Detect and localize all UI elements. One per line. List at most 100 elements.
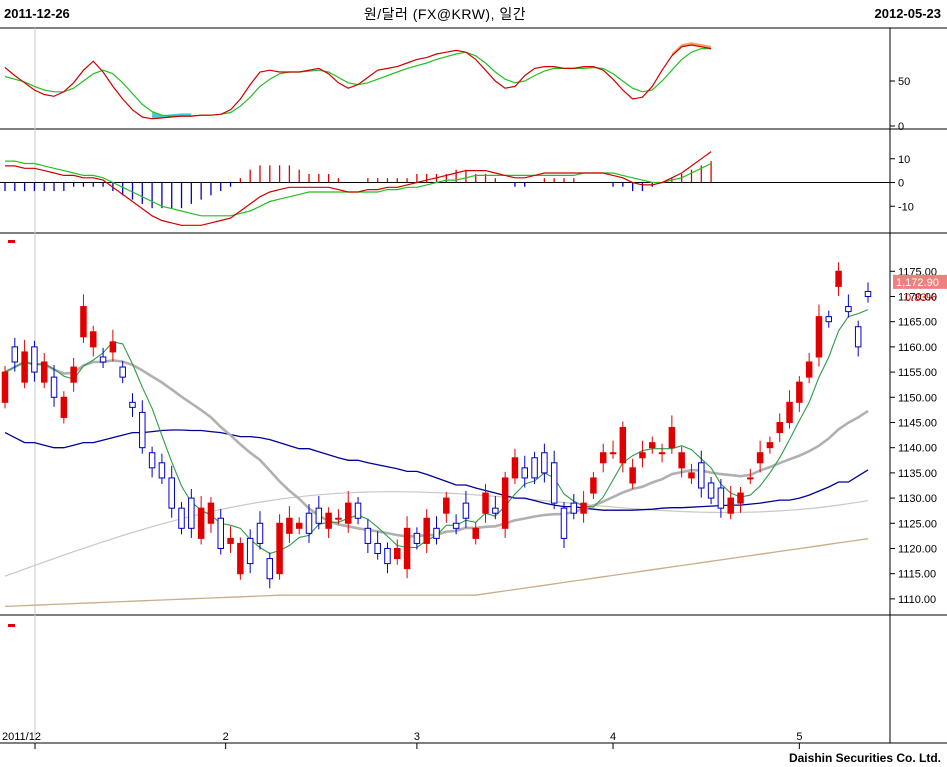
- candle-body: [403, 527, 411, 570]
- candle: [364, 519, 372, 554]
- candle-body: [531, 457, 538, 479]
- candle-body: [168, 477, 175, 509]
- price-tick-label: 1140.00: [898, 443, 937, 455]
- last-price-badge: [893, 274, 947, 289]
- candle: [452, 514, 460, 535]
- candle: [305, 504, 313, 543]
- candle: [462, 491, 470, 528]
- candle: [580, 491, 587, 523]
- candle-body: [815, 316, 823, 358]
- candle-body: [335, 517, 342, 520]
- candle-body: [413, 532, 421, 544]
- stoch-tick-label: 50: [898, 76, 910, 88]
- candle: [443, 492, 450, 523]
- candle-body: [854, 326, 862, 348]
- candle-body: [109, 341, 117, 353]
- price-tick-label: 1130.00: [898, 493, 937, 505]
- candle-body: [148, 452, 156, 469]
- candle: [815, 304, 823, 367]
- macd-tick-label: 0: [898, 178, 904, 190]
- chart-title: 원/달러 (FX@KRW), 일간: [363, 6, 527, 22]
- candle-body: [315, 507, 323, 524]
- volume-panel-marker: [8, 624, 15, 627]
- macd-line: [5, 151, 712, 226]
- candle: [433, 516, 440, 545]
- candle-body: [629, 467, 636, 484]
- candle-body: [678, 452, 685, 469]
- candle-body: [433, 527, 440, 539]
- candle-body: [60, 396, 68, 418]
- candle: [109, 329, 117, 362]
- candle-body: [364, 527, 372, 544]
- candle: [747, 468, 754, 484]
- end-date: 2012-05-23: [874, 6, 942, 21]
- company-footer: Daishin Securities Co. Ltd.: [788, 751, 941, 765]
- last-price-change: 0.83%: [905, 292, 936, 304]
- candle-body: [649, 442, 656, 449]
- candle-body: [492, 507, 499, 514]
- candle-body: [119, 366, 126, 378]
- candle-body: [747, 477, 754, 480]
- price-tick-label: 1125.00: [898, 518, 937, 530]
- candle: [394, 539, 401, 565]
- candle: [276, 514, 283, 580]
- candle-body: [129, 401, 136, 408]
- candle-body: [805, 361, 813, 378]
- candle-body: [796, 381, 803, 403]
- candle: [266, 552, 274, 589]
- candle-body: [158, 462, 166, 479]
- candle-body: [619, 427, 627, 464]
- candle: [413, 527, 421, 550]
- candle-body: [599, 452, 607, 464]
- candle-body: [217, 517, 224, 549]
- candle-body: [354, 502, 362, 519]
- candle: [60, 391, 68, 424]
- candle-body: [560, 507, 568, 539]
- candle: [472, 522, 479, 545]
- candle-body: [207, 502, 215, 524]
- candle-body: [452, 522, 460, 529]
- stochastic-panel: 0 50: [4, 42, 910, 133]
- candle-body: [541, 452, 548, 474]
- candle: [786, 390, 793, 429]
- candle: [40, 352, 48, 389]
- candle: [649, 436, 656, 454]
- candle-body: [237, 542, 244, 575]
- candle: [178, 502, 185, 535]
- macd-signal-line: [5, 160, 712, 217]
- candle-body: [511, 457, 519, 479]
- candle-body: [384, 547, 391, 565]
- candle: [825, 310, 833, 328]
- candle-body: [286, 517, 293, 534]
- ma60-line: [4, 429, 869, 511]
- candle: [423, 509, 430, 554]
- candle: [148, 446, 156, 478]
- candle: [688, 463, 695, 484]
- candle-body: [580, 502, 587, 514]
- candle: [256, 511, 264, 550]
- macd-tick-label: 10: [898, 154, 910, 166]
- candle: [374, 531, 381, 560]
- candle-body: [197, 507, 205, 539]
- candle-body: [864, 290, 872, 297]
- candle: [384, 542, 391, 574]
- candle: [315, 496, 323, 530]
- candle-body: [21, 351, 28, 383]
- candle-body: [688, 472, 695, 479]
- candle: [629, 458, 636, 490]
- candle-body: [609, 452, 617, 455]
- candle: [80, 294, 87, 343]
- candle-body: [550, 462, 558, 504]
- candle: [354, 497, 362, 525]
- oversold-fill: [152, 111, 192, 119]
- candle-body: [50, 376, 58, 398]
- candle-body: [717, 487, 725, 509]
- candle-body: [325, 512, 332, 529]
- candle: [835, 262, 842, 296]
- candle: [854, 320, 862, 357]
- candle: [188, 489, 195, 538]
- candle-body: [266, 558, 274, 580]
- candle: [609, 440, 617, 459]
- ma240-line: [4, 538, 869, 608]
- candle-body: [90, 331, 97, 348]
